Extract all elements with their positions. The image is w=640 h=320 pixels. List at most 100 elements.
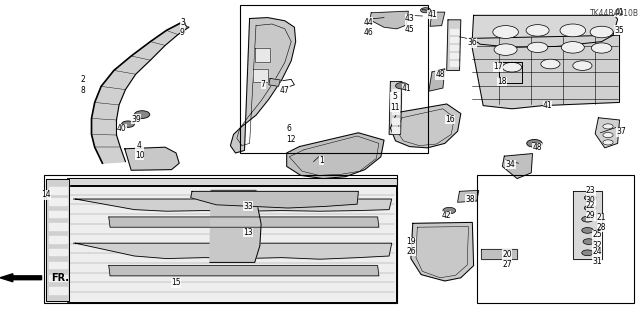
- Polygon shape: [595, 118, 620, 148]
- Text: 3
9: 3 9: [180, 18, 185, 37]
- Text: 34: 34: [506, 160, 515, 169]
- Polygon shape: [49, 187, 67, 194]
- Polygon shape: [74, 243, 392, 259]
- Text: 40: 40: [117, 124, 127, 133]
- Text: 21
28: 21 28: [597, 213, 606, 232]
- Polygon shape: [458, 190, 479, 202]
- Text: 43
45: 43 45: [404, 14, 415, 34]
- Polygon shape: [49, 262, 67, 268]
- Text: 6
12: 6 12: [286, 124, 296, 144]
- Circle shape: [603, 124, 613, 129]
- Polygon shape: [450, 37, 458, 42]
- Polygon shape: [389, 82, 402, 134]
- Text: 41: 41: [428, 10, 437, 19]
- Circle shape: [582, 216, 593, 222]
- Polygon shape: [49, 198, 67, 205]
- Circle shape: [583, 239, 595, 244]
- Text: 47: 47: [280, 86, 289, 95]
- Polygon shape: [370, 11, 408, 29]
- Text: 17: 17: [493, 62, 503, 71]
- Circle shape: [603, 140, 613, 145]
- Polygon shape: [390, 104, 461, 148]
- Text: 13: 13: [243, 228, 253, 237]
- Text: 42: 42: [442, 211, 451, 220]
- Text: 18: 18: [498, 77, 507, 86]
- Text: 23
30: 23 30: [586, 186, 596, 205]
- Polygon shape: [109, 266, 379, 276]
- Text: 41: 41: [402, 84, 412, 93]
- Bar: [240, 5, 428, 153]
- Text: 39: 39: [131, 115, 141, 124]
- Polygon shape: [74, 199, 392, 211]
- Polygon shape: [481, 249, 517, 259]
- Polygon shape: [392, 99, 399, 104]
- Polygon shape: [287, 133, 384, 179]
- Polygon shape: [450, 53, 458, 58]
- Polygon shape: [392, 89, 399, 95]
- Text: 48: 48: [435, 70, 445, 79]
- Text: 24
31: 24 31: [592, 247, 602, 267]
- Text: 16: 16: [445, 115, 454, 124]
- Polygon shape: [573, 191, 602, 259]
- Polygon shape: [210, 190, 261, 262]
- Polygon shape: [49, 249, 67, 255]
- Text: 36: 36: [467, 38, 477, 47]
- Polygon shape: [269, 78, 280, 86]
- Text: 33: 33: [243, 202, 253, 211]
- Text: 25
32: 25 32: [592, 230, 602, 250]
- Circle shape: [584, 205, 596, 211]
- Polygon shape: [92, 23, 189, 163]
- Text: 7: 7: [260, 80, 266, 89]
- Circle shape: [527, 140, 542, 147]
- Polygon shape: [67, 185, 396, 302]
- Polygon shape: [67, 178, 397, 186]
- Text: 41: 41: [614, 8, 624, 17]
- Circle shape: [582, 228, 593, 233]
- Circle shape: [590, 26, 613, 38]
- Polygon shape: [450, 61, 458, 66]
- Text: FR.: FR.: [51, 273, 69, 283]
- Circle shape: [561, 42, 584, 53]
- Polygon shape: [430, 12, 445, 26]
- Text: 14: 14: [42, 190, 51, 199]
- Bar: [44, 175, 397, 303]
- Polygon shape: [502, 154, 532, 179]
- Circle shape: [134, 111, 150, 118]
- Polygon shape: [125, 147, 179, 170]
- Polygon shape: [470, 35, 620, 109]
- Circle shape: [494, 44, 517, 55]
- Circle shape: [527, 42, 548, 52]
- FancyArrow shape: [0, 274, 42, 282]
- Bar: [477, 175, 634, 303]
- Polygon shape: [472, 15, 618, 47]
- Text: 35: 35: [614, 26, 624, 35]
- Circle shape: [591, 43, 612, 53]
- Polygon shape: [49, 236, 67, 243]
- Polygon shape: [429, 69, 445, 91]
- Polygon shape: [46, 179, 69, 301]
- Circle shape: [584, 195, 596, 201]
- Circle shape: [443, 207, 456, 214]
- Polygon shape: [447, 20, 461, 70]
- Polygon shape: [49, 287, 67, 294]
- Polygon shape: [450, 45, 458, 50]
- Text: 44
46: 44 46: [363, 18, 373, 37]
- Circle shape: [603, 132, 613, 138]
- Circle shape: [122, 121, 134, 127]
- Circle shape: [502, 62, 522, 72]
- Polygon shape: [49, 211, 67, 217]
- Polygon shape: [392, 108, 399, 114]
- Text: 22
29: 22 29: [586, 201, 596, 220]
- Text: 2
8: 2 8: [81, 75, 86, 95]
- Circle shape: [420, 8, 431, 13]
- Text: TK44B4910B: TK44B4910B: [589, 9, 639, 18]
- Polygon shape: [191, 191, 358, 208]
- Text: 20
27: 20 27: [502, 250, 512, 269]
- Text: 4
10: 4 10: [134, 141, 145, 160]
- Circle shape: [560, 24, 586, 37]
- Polygon shape: [253, 69, 268, 82]
- Polygon shape: [49, 275, 67, 281]
- Polygon shape: [255, 48, 270, 62]
- Polygon shape: [230, 18, 296, 153]
- Text: 38: 38: [465, 195, 475, 204]
